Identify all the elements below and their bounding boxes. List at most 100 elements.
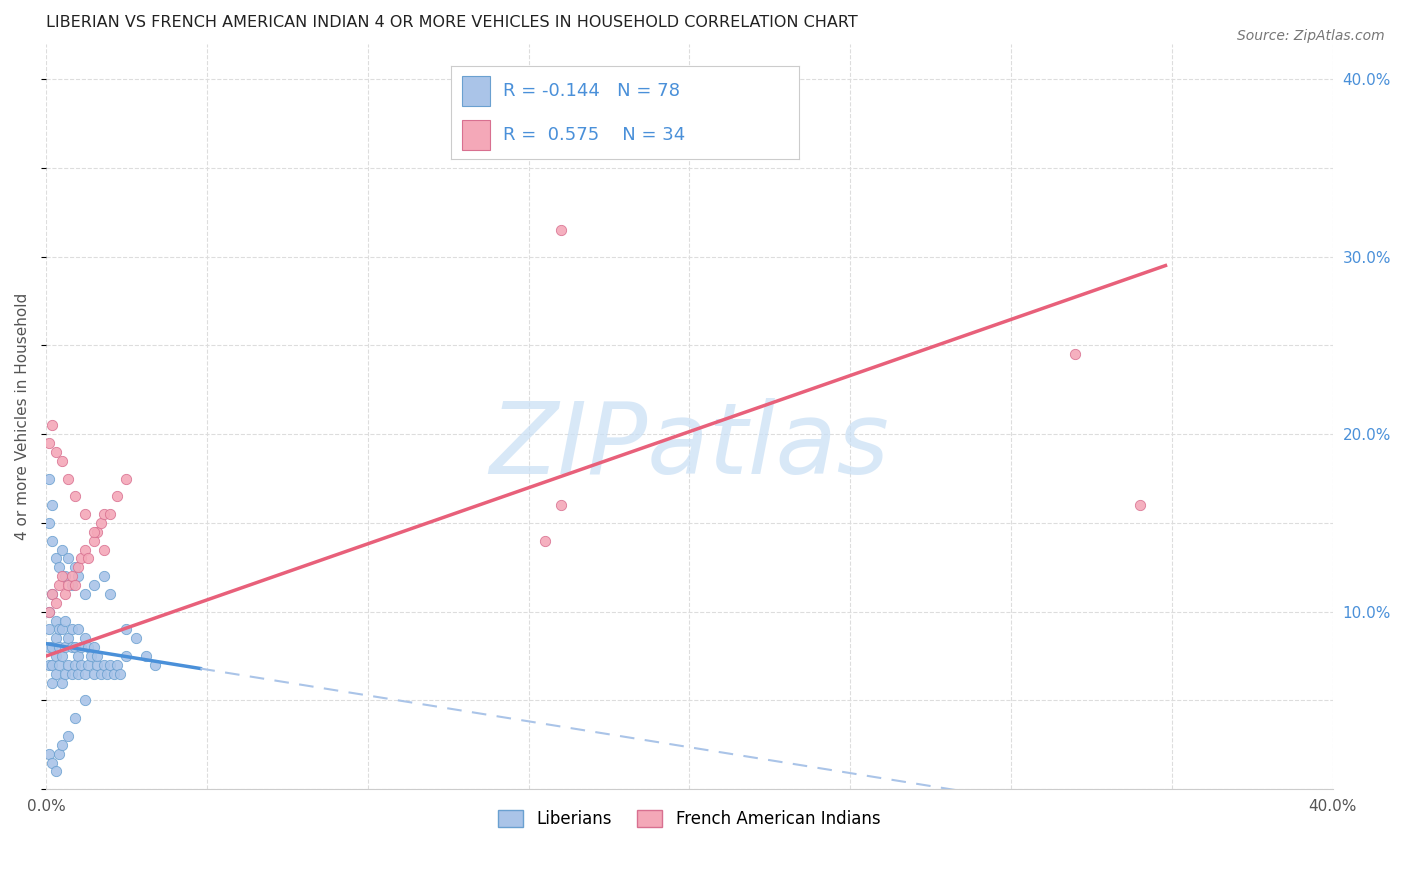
Point	[38, 605, 60, 619]
Point	[98, 657, 121, 672]
Point	[63, 489, 86, 503]
Point	[70, 657, 93, 672]
Point	[70, 551, 93, 566]
Point	[48, 560, 70, 574]
Point	[105, 657, 128, 672]
Point	[63, 711, 86, 725]
Point	[38, 436, 60, 450]
Point	[53, 587, 76, 601]
Point	[533, 533, 555, 548]
Point	[76, 551, 98, 566]
Point	[58, 657, 80, 672]
Point	[45, 596, 67, 610]
Point	[48, 640, 70, 655]
Point	[67, 649, 90, 664]
Point	[96, 666, 118, 681]
Point	[53, 614, 76, 628]
Point	[115, 623, 138, 637]
Point	[83, 533, 105, 548]
Point	[70, 640, 93, 655]
Point	[76, 640, 98, 655]
Point	[41, 418, 63, 433]
Point	[41, 587, 63, 601]
Point	[53, 666, 76, 681]
Point	[550, 498, 572, 512]
Point	[93, 542, 115, 557]
Point	[86, 657, 108, 672]
Point	[38, 623, 60, 637]
Point	[60, 666, 83, 681]
Point	[38, 747, 60, 761]
Point	[51, 675, 73, 690]
Point	[58, 578, 80, 592]
Point	[67, 666, 90, 681]
Text: Source: ZipAtlas.com: Source: ZipAtlas.com	[1237, 29, 1385, 43]
Point	[53, 569, 76, 583]
Point	[45, 551, 67, 566]
Point	[60, 623, 83, 637]
Point	[63, 657, 86, 672]
Point	[41, 756, 63, 770]
Point	[67, 623, 90, 637]
Point	[143, 657, 166, 672]
Point	[45, 764, 67, 779]
Point	[60, 569, 83, 583]
Point	[48, 747, 70, 761]
Point	[1129, 498, 1152, 512]
Point	[550, 223, 572, 237]
Point	[58, 729, 80, 743]
Point	[125, 632, 148, 646]
Point	[45, 614, 67, 628]
Point	[105, 489, 128, 503]
Point	[93, 507, 115, 521]
Point	[41, 533, 63, 548]
Point	[73, 542, 96, 557]
Point	[1064, 347, 1087, 361]
Point	[41, 498, 63, 512]
Text: ZIPatlas: ZIPatlas	[489, 398, 890, 495]
Point	[51, 623, 73, 637]
Point	[51, 454, 73, 468]
Point	[51, 542, 73, 557]
Point	[103, 666, 125, 681]
Point	[38, 472, 60, 486]
Point	[41, 640, 63, 655]
Point	[45, 666, 67, 681]
Point	[63, 578, 86, 592]
Point	[73, 666, 96, 681]
Point	[41, 587, 63, 601]
Point	[58, 632, 80, 646]
Point	[41, 657, 63, 672]
Point	[45, 649, 67, 664]
Point	[86, 524, 108, 539]
Point	[98, 587, 121, 601]
Point	[90, 666, 112, 681]
Point	[48, 578, 70, 592]
Point	[58, 472, 80, 486]
Point	[63, 560, 86, 574]
Point	[38, 605, 60, 619]
Point	[51, 649, 73, 664]
Point	[135, 649, 157, 664]
Point	[48, 623, 70, 637]
Point	[115, 472, 138, 486]
Point	[98, 507, 121, 521]
Point	[83, 640, 105, 655]
Point	[67, 560, 90, 574]
Point	[73, 507, 96, 521]
Point	[51, 569, 73, 583]
Point	[90, 516, 112, 530]
Point	[63, 640, 86, 655]
Point	[83, 666, 105, 681]
Point	[60, 578, 83, 592]
Point	[45, 445, 67, 459]
Point	[51, 738, 73, 752]
Point	[76, 657, 98, 672]
Point	[93, 569, 115, 583]
Point	[80, 649, 103, 664]
Point	[41, 675, 63, 690]
Point	[93, 657, 115, 672]
Y-axis label: 4 or more Vehicles in Household: 4 or more Vehicles in Household	[15, 293, 30, 540]
Point	[38, 657, 60, 672]
Point	[58, 551, 80, 566]
